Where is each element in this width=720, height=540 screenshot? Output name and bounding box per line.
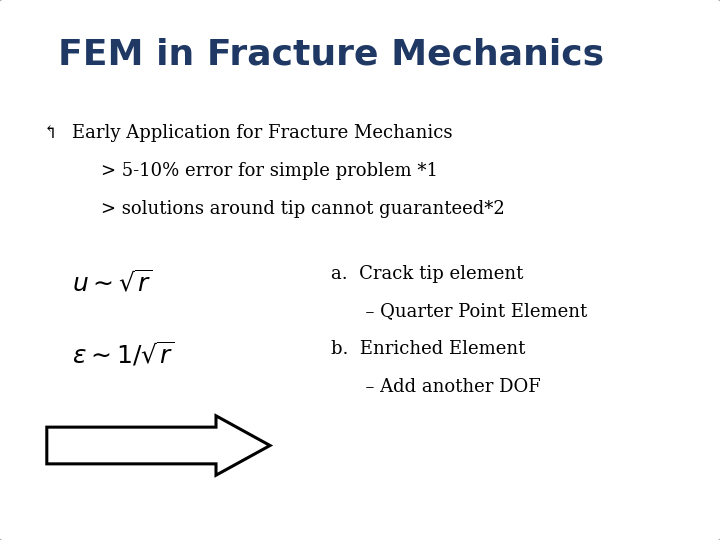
Text: ↰: ↰ [43, 124, 58, 142]
FancyBboxPatch shape [47, 425, 230, 466]
Text: > 5-10% error for simple problem *1: > 5-10% error for simple problem *1 [101, 162, 438, 180]
Text: $\varepsilon \sim 1/\sqrt{r}$: $\varepsilon \sim 1/\sqrt{r}$ [72, 340, 175, 369]
Text: Early Application for Fracture Mechanics: Early Application for Fracture Mechanics [72, 124, 452, 142]
Text: $u \sim \sqrt{r}$: $u \sim \sqrt{r}$ [72, 270, 153, 296]
Text: – Quarter Point Element: – Quarter Point Element [331, 302, 588, 320]
Text: a.  Crack tip element: a. Crack tip element [331, 265, 523, 282]
FancyArrow shape [47, 416, 270, 475]
Text: > solutions around tip cannot guaranteed*2: > solutions around tip cannot guaranteed… [101, 200, 505, 218]
Text: – Add another DOF: – Add another DOF [331, 378, 541, 396]
Text: b.  Enriched Element: b. Enriched Element [331, 340, 526, 358]
Text: FEM in Fracture Mechanics: FEM in Fracture Mechanics [58, 38, 604, 72]
